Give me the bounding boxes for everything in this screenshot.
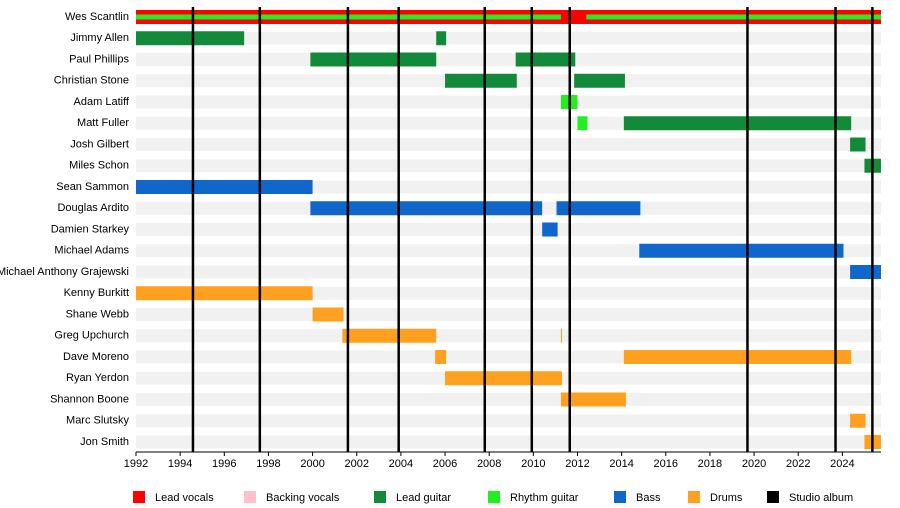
- x-tick-label: 2004: [389, 458, 413, 470]
- member-bar: [586, 14, 881, 20]
- member-label: Marc Slutsky: [66, 415, 129, 427]
- x-tick-label: 2014: [609, 458, 633, 470]
- row-band: [136, 265, 881, 279]
- member-bar: [310, 201, 543, 216]
- x-tick-label: 2024: [830, 458, 854, 470]
- row-band: [136, 329, 881, 343]
- member-label: Michael Anthony Grajewski: [0, 266, 129, 278]
- x-tick-label: 2002: [344, 458, 368, 470]
- member-bar: [436, 31, 447, 46]
- member-bar: [136, 31, 245, 46]
- row-band: [136, 180, 881, 194]
- row-band: [136, 31, 881, 45]
- member-label: Shane Webb: [66, 308, 129, 320]
- legend-label: Rhythm guitar: [510, 492, 579, 504]
- row-band: [136, 138, 881, 151]
- member-bar: [623, 116, 852, 131]
- member-bar: [560, 392, 627, 407]
- member-label: Greg Upchurch: [54, 330, 129, 342]
- member-label: Jimmy Allen: [70, 32, 129, 44]
- row-band: [136, 223, 881, 236]
- member-label: Wes Scantlin: [65, 11, 129, 23]
- member-bar: [577, 116, 588, 131]
- x-tick-label: 1992: [124, 458, 148, 470]
- legend-label: Lead vocals: [155, 492, 214, 504]
- member-bar: [312, 307, 344, 322]
- member-label: Christian Stone: [54, 75, 129, 87]
- legend-swatch: [244, 491, 256, 503]
- member-label: Ryan Yerdon: [66, 372, 129, 384]
- member-bar: [136, 286, 313, 301]
- legend-swatch: [488, 491, 500, 503]
- row-band: [136, 414, 881, 428]
- x-tick-label: 1996: [212, 458, 236, 470]
- row-band: [136, 159, 881, 173]
- member-label: Jon Smith: [80, 436, 129, 448]
- legend-label: Bass: [636, 492, 661, 504]
- x-tick-label: 2010: [521, 458, 545, 470]
- legend-swatch: [374, 491, 386, 503]
- x-tick-label: 2022: [786, 458, 810, 470]
- x-tick-label: 2016: [654, 458, 678, 470]
- member-bar: [556, 201, 641, 216]
- legend-swatch: [688, 491, 700, 503]
- member-label: Paul Phillips: [69, 53, 129, 65]
- row-band: [136, 308, 881, 321]
- member-bar: [623, 350, 852, 364]
- legend-swatch: [767, 491, 779, 503]
- member-label: Damien Starkey: [51, 223, 130, 235]
- member-bar: [560, 328, 563, 343]
- member-bar: [850, 137, 866, 152]
- x-tick-label: 2006: [433, 458, 457, 470]
- member-bar: [542, 222, 558, 237]
- x-tick-label: 2018: [698, 458, 722, 470]
- row-band: [136, 95, 881, 109]
- legend-label: Drums: [710, 492, 743, 504]
- member-bar: [445, 371, 563, 386]
- member-label: Douglas Ardito: [57, 202, 129, 214]
- legend-swatch: [133, 491, 145, 503]
- member-label: Miles Schon: [69, 160, 129, 172]
- legend-label: Lead guitar: [396, 492, 451, 504]
- member-label: Josh Gilbert: [70, 138, 129, 150]
- row-band: [136, 435, 881, 449]
- member-label: Adam Latiff: [74, 96, 130, 108]
- row-band: [136, 53, 881, 66]
- legend-label: Backing vocals: [266, 492, 340, 504]
- member-label: Shannon Boone: [50, 393, 129, 405]
- member-bar: [515, 52, 576, 67]
- x-tick-label: 2000: [300, 458, 324, 470]
- member-label: Dave Moreno: [63, 351, 129, 363]
- x-tick-label: 1994: [168, 458, 192, 470]
- member-bar: [136, 180, 313, 194]
- member-bar: [435, 350, 447, 364]
- x-tick-label: 2020: [742, 458, 766, 470]
- member-bar: [342, 328, 437, 343]
- member-label: Michael Adams: [54, 245, 129, 257]
- member-bar: [445, 73, 517, 88]
- member-label: Sean Sammon: [56, 181, 129, 193]
- legend-swatch: [614, 491, 626, 503]
- row-band: [136, 393, 881, 406]
- x-tick-label: 2008: [477, 458, 501, 470]
- x-tick-label: 1998: [256, 458, 280, 470]
- member-bar: [310, 52, 437, 67]
- legend-label: Studio album: [789, 492, 853, 504]
- member-bar: [574, 73, 625, 88]
- member-bar: [850, 413, 866, 428]
- row-band: [136, 286, 881, 300]
- member-bar: [639, 243, 844, 258]
- x-tick-label: 2012: [565, 458, 589, 470]
- member-bar: [850, 265, 881, 279]
- member-label: Matt Fuller: [77, 117, 129, 129]
- member-label: Kenny Burkitt: [64, 287, 129, 299]
